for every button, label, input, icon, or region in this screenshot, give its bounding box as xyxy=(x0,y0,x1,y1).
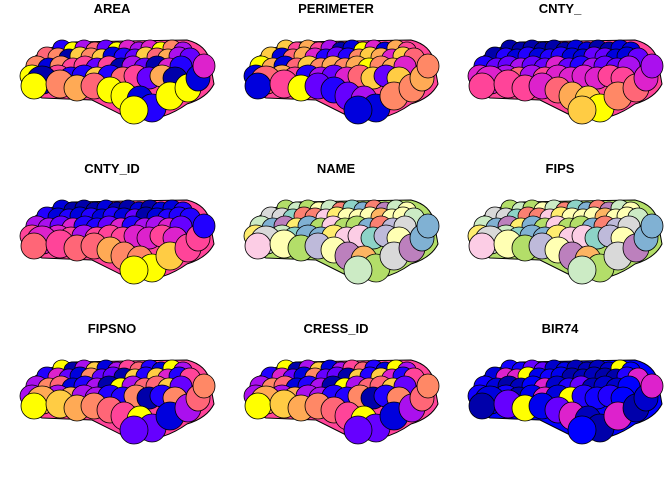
panel-title-fipsno: FIPSNO xyxy=(87,321,137,336)
county-polygon xyxy=(416,373,440,399)
county-polygon xyxy=(20,72,48,100)
county-map-0 xyxy=(19,39,216,125)
county-polygon xyxy=(416,213,440,239)
county-polygon xyxy=(343,95,373,125)
county-map-8 xyxy=(467,359,664,445)
county-map-1 xyxy=(243,39,440,125)
county-polygon xyxy=(343,255,373,285)
county-map-6 xyxy=(19,359,216,445)
panel-title-name: NAME xyxy=(316,161,356,176)
panel-title-perimeter: PERIMETER xyxy=(298,1,374,16)
county-polygon xyxy=(244,72,272,100)
county-polygon xyxy=(567,95,597,125)
county-polygon xyxy=(343,415,373,445)
county-polygon xyxy=(20,392,48,420)
panel-title-bir74: BIR74 xyxy=(541,321,579,336)
panel-title-cress-id: CRESS_ID xyxy=(303,321,369,336)
county-polygon xyxy=(192,213,216,239)
county-polygon xyxy=(244,232,272,260)
county-polygon xyxy=(20,232,48,260)
county-polygon xyxy=(192,53,216,79)
county-polygon xyxy=(640,373,664,399)
county-polygon xyxy=(640,213,664,239)
county-polygon xyxy=(244,392,272,420)
county-map-5 xyxy=(467,199,664,285)
county-map-4 xyxy=(243,199,440,285)
county-polygon xyxy=(416,53,440,79)
panel-title-area: AREA xyxy=(93,1,131,16)
county-polygon xyxy=(468,72,496,100)
county-polygon xyxy=(567,415,597,445)
county-polygon xyxy=(119,415,149,445)
panel-title-fips: FIPS xyxy=(545,161,575,176)
county-polygon xyxy=(119,95,149,125)
county-polygon xyxy=(192,373,216,399)
county-polygon xyxy=(468,392,496,420)
county-polygon xyxy=(640,53,664,79)
county-map-3 xyxy=(19,199,216,285)
county-polygon xyxy=(119,255,149,285)
panel-title-cnty-id: CNTY_ID xyxy=(84,161,140,176)
county-polygon xyxy=(567,255,597,285)
county-map-2 xyxy=(467,39,664,125)
county-map-7 xyxy=(243,359,440,445)
panel-title-cnty: CNTY_ xyxy=(538,1,582,16)
county-polygon xyxy=(468,232,496,260)
